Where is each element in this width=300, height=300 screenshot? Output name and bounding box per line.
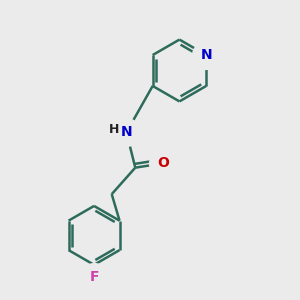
Text: N: N [200,48,212,62]
Text: N: N [121,125,132,139]
Text: O: O [157,156,169,170]
Text: H: H [109,123,119,136]
Text: F: F [89,271,99,284]
